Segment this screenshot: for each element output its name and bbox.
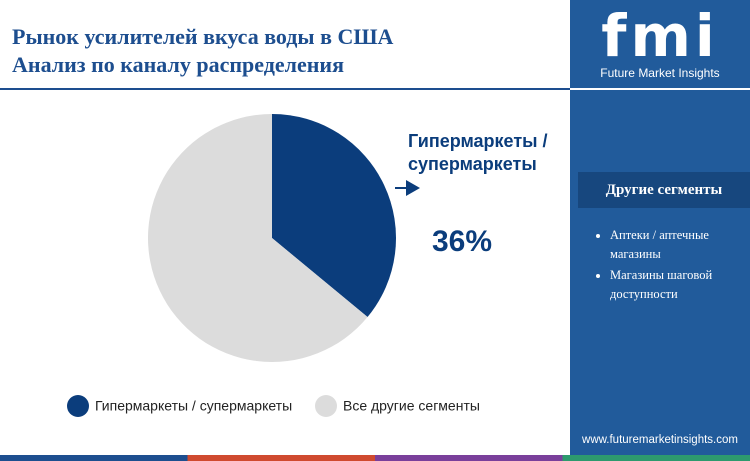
divider <box>0 88 570 90</box>
legend-label: Все другие сегменты <box>343 398 480 414</box>
sidebar-item: Магазины шаговой доступности <box>610 266 750 304</box>
sidebar-heading: Другие сегменты <box>578 172 750 208</box>
sidebar: fmi Future Market Insights Другие сегмен… <box>570 0 750 455</box>
pie-slice <box>148 114 368 362</box>
chart: 36% Гипермаркеты / супермаркеты Все другие… <box>67 114 492 417</box>
legend-swatch <box>67 395 89 417</box>
bottom-stripe <box>0 455 750 461</box>
logo: fmi <box>601 2 719 70</box>
callout: Гипермаркеты / супермаркеты <box>408 131 548 174</box>
divider <box>570 88 750 90</box>
url: www.futuremarketinsights.com <box>582 434 738 446</box>
brand: Future Market Insights <box>600 66 720 80</box>
value-label: 36% <box>432 225 492 258</box>
pie-slice <box>272 114 396 318</box>
legend-swatch <box>315 395 337 417</box>
legend-label: Гипермаркеты / супермаркеты <box>95 398 292 414</box>
subtitle: Анализ по каналу распределения <box>12 52 344 77</box>
title: Рынок усилителей вкуса воды в США <box>12 24 394 49</box>
sidebar-list: Аптеки / аптечные магазины Магазины шаго… <box>592 226 750 306</box>
sidebar-item: Аптеки / аптечные магазины <box>610 226 750 264</box>
